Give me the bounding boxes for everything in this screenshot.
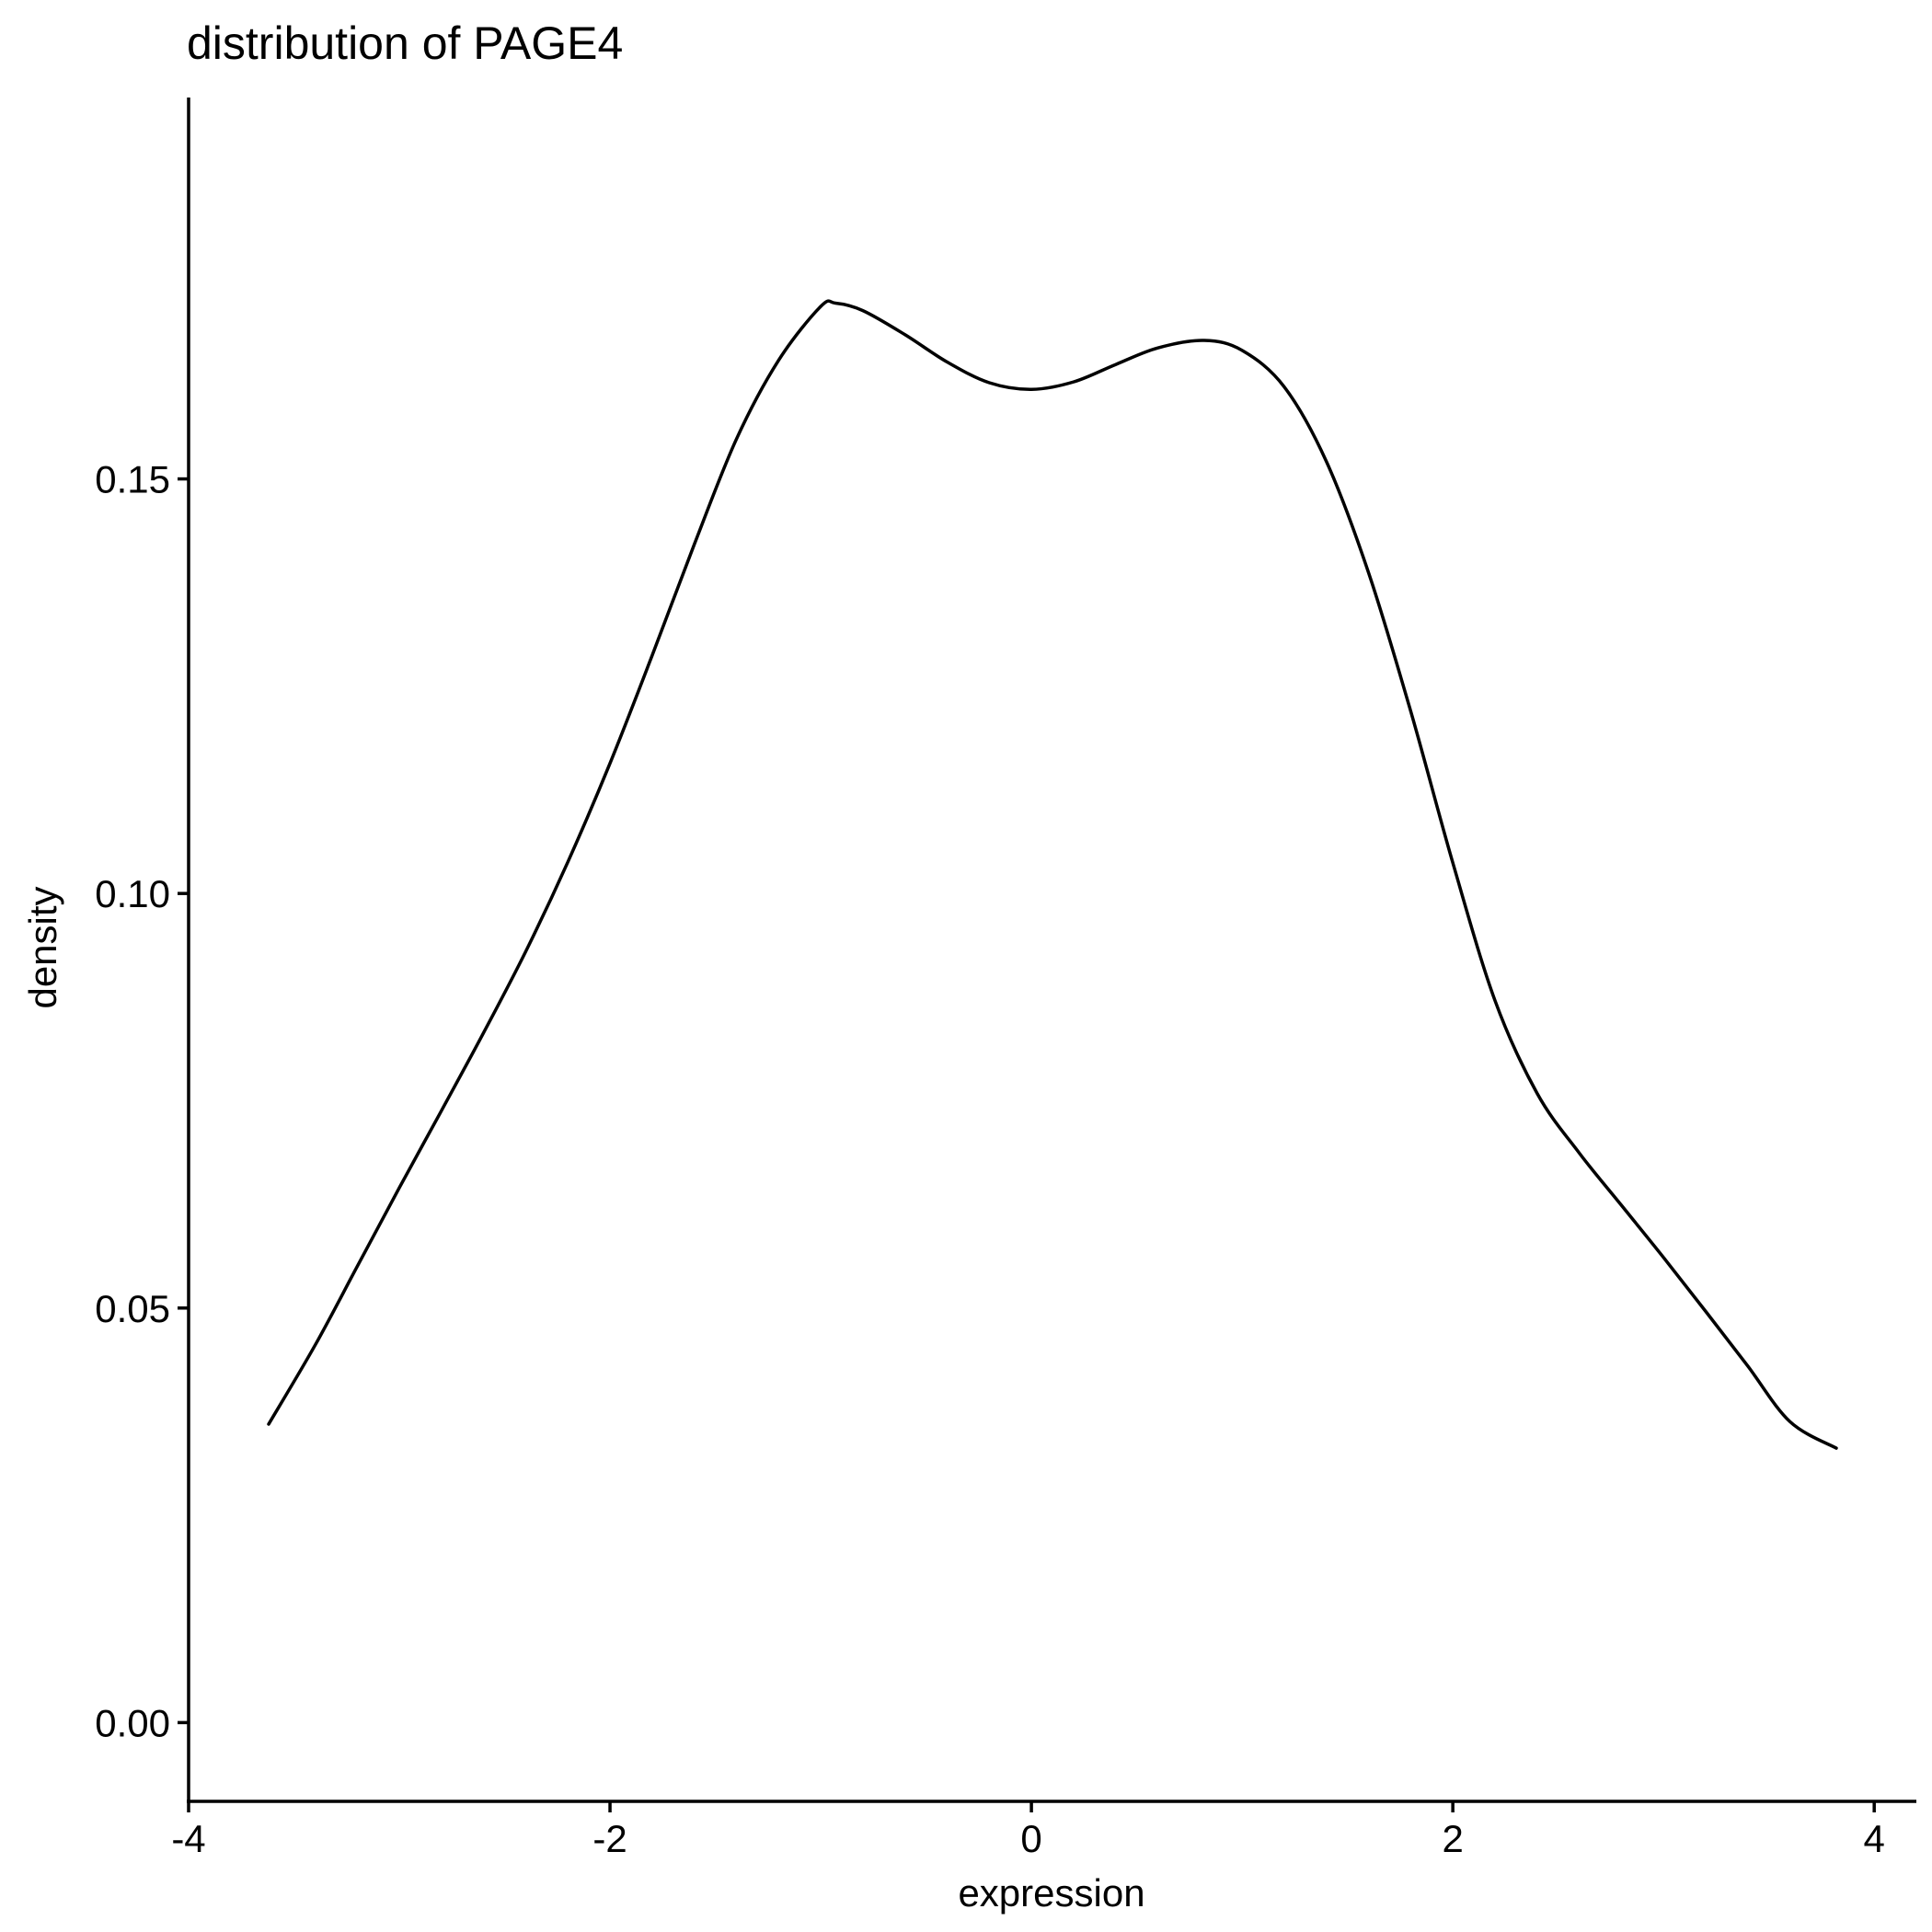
plot-area xyxy=(267,299,1838,1450)
y-axis-title: density xyxy=(21,886,64,1008)
x-tick-label: -2 xyxy=(592,1817,627,1860)
x-axis-ticks: -4 -2 0 2 4 xyxy=(171,1801,1885,1860)
density-curve-line xyxy=(267,299,1838,1450)
y-tick-label: 0.00 xyxy=(95,1701,170,1744)
y-axis-ticks: 0.00 0.05 0.10 0.15 xyxy=(95,458,189,1744)
y-tick-label: 0.10 xyxy=(95,872,170,915)
x-axis-title: expression xyxy=(958,1871,1144,1915)
x-tick-label: 2 xyxy=(1442,1817,1463,1860)
x-tick-label: -4 xyxy=(171,1817,205,1860)
chart-title: distribution of PAGE4 xyxy=(187,17,623,69)
y-tick-label: 0.15 xyxy=(95,458,170,501)
y-tick-label: 0.05 xyxy=(95,1287,170,1330)
x-tick-label: 0 xyxy=(1020,1817,1041,1860)
x-tick-label: 4 xyxy=(1864,1817,1885,1860)
